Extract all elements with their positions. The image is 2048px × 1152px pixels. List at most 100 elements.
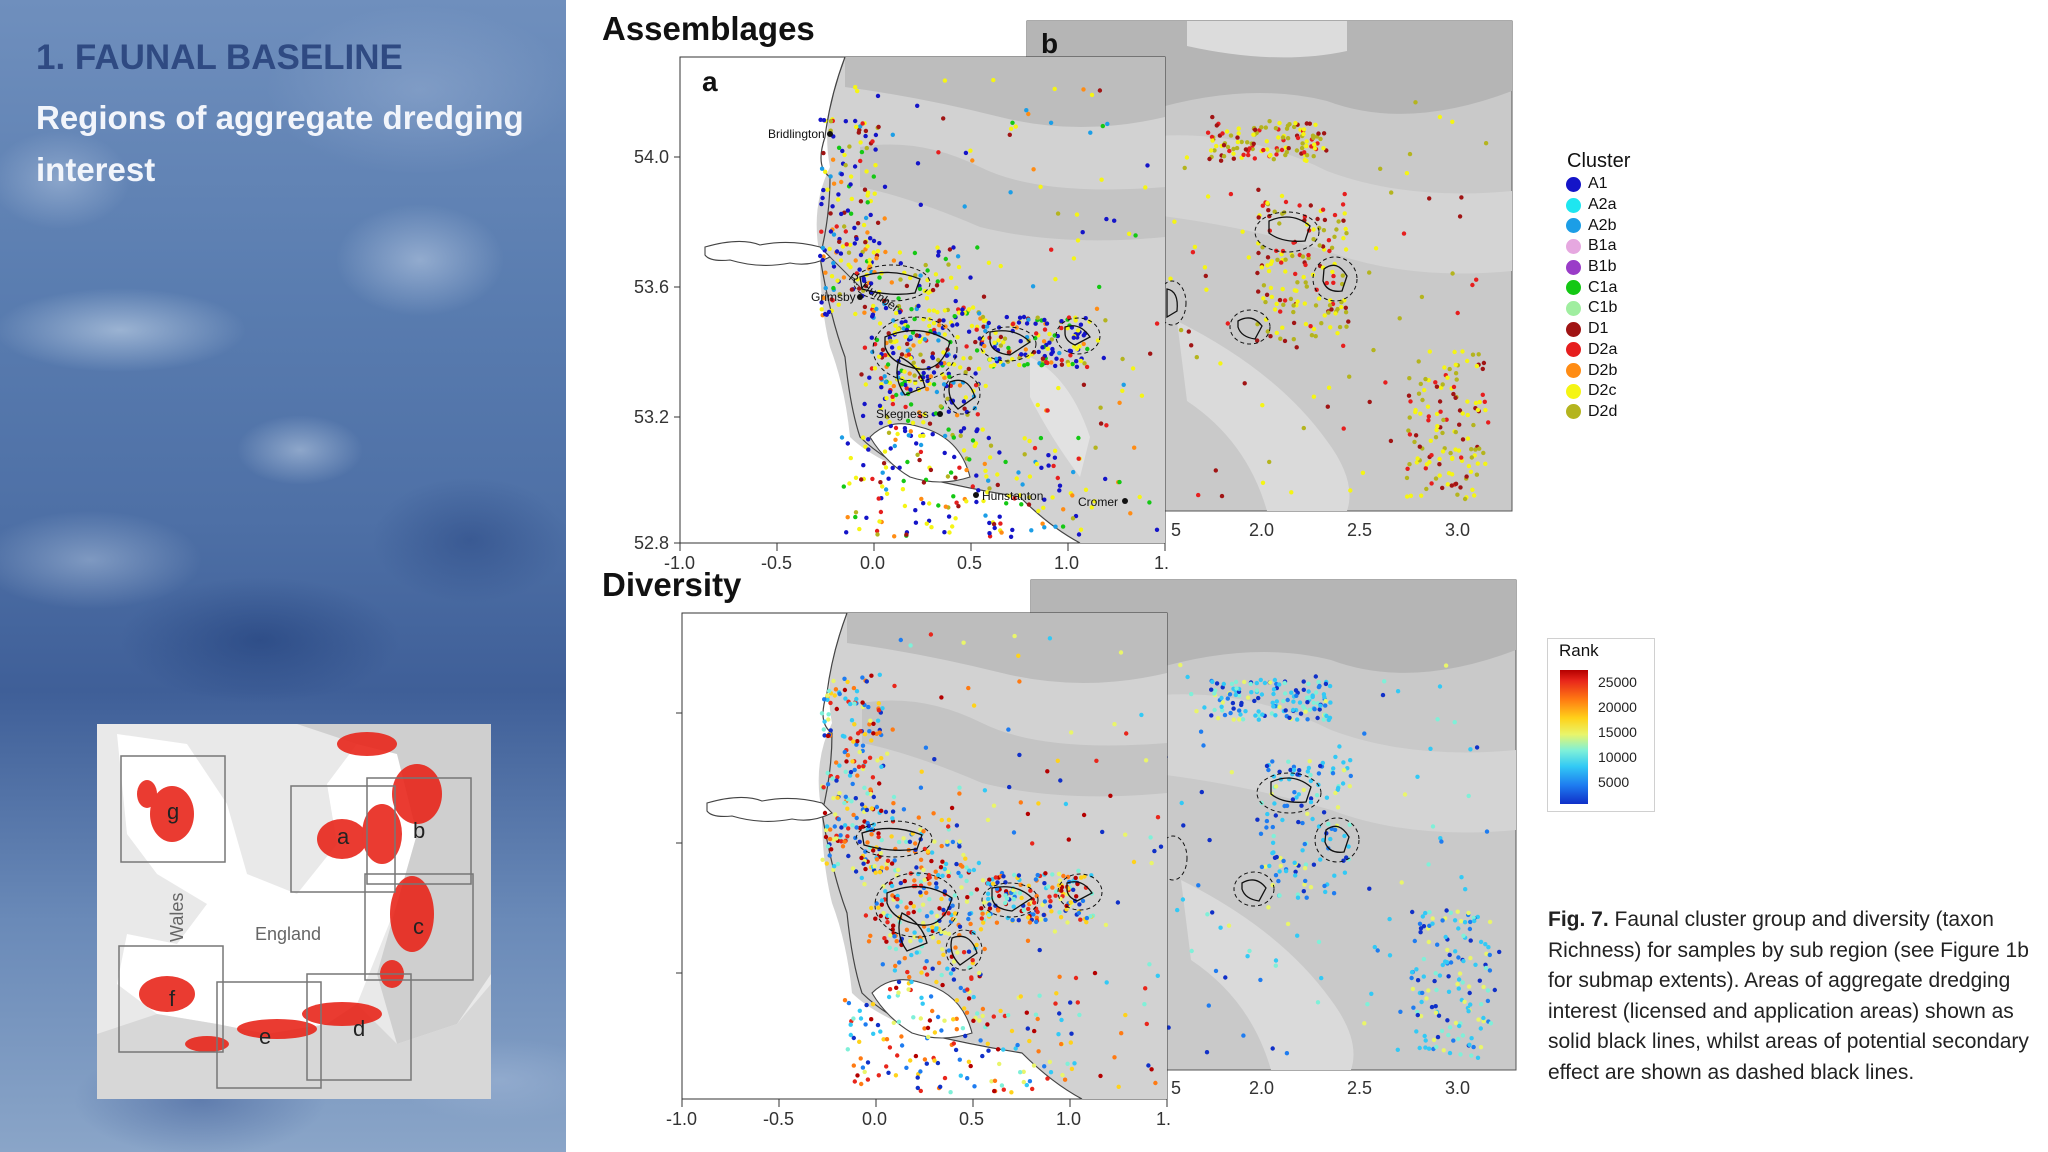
sample-point bbox=[1057, 488, 1062, 493]
sample-point bbox=[942, 361, 947, 366]
sample-point bbox=[1026, 906, 1031, 912]
sample-point bbox=[1282, 298, 1288, 303]
sample-point bbox=[1100, 123, 1105, 129]
sample-point bbox=[974, 348, 980, 353]
sample-point bbox=[1262, 680, 1268, 686]
sample-point bbox=[1050, 349, 1055, 355]
sample-point bbox=[1285, 697, 1290, 703]
sample-point bbox=[1243, 709, 1248, 714]
sample-point bbox=[858, 1056, 863, 1061]
sample-point bbox=[911, 343, 916, 348]
sample-point bbox=[1148, 351, 1153, 356]
sample-point bbox=[992, 1088, 997, 1094]
sample-point bbox=[917, 410, 922, 415]
sample-point bbox=[1256, 215, 1261, 220]
sample-point bbox=[992, 340, 997, 345]
sample-point bbox=[905, 418, 911, 423]
sample-point bbox=[1083, 316, 1088, 321]
sample-point bbox=[873, 132, 879, 138]
sample-point bbox=[875, 1022, 881, 1028]
sample-point bbox=[831, 181, 837, 186]
sample-point bbox=[882, 449, 888, 454]
sample-point bbox=[908, 643, 913, 648]
sample-point bbox=[1362, 1021, 1367, 1026]
sample-point bbox=[863, 240, 868, 245]
xtick-b-top-0: 5 bbox=[1171, 520, 1181, 540]
sample-point bbox=[1027, 495, 1032, 500]
sample-point bbox=[897, 960, 902, 965]
sample-point bbox=[1044, 359, 1049, 365]
sample-point bbox=[1078, 527, 1084, 532]
sample-point bbox=[1103, 922, 1109, 928]
sample-point bbox=[845, 208, 851, 213]
sample-point bbox=[1068, 1000, 1073, 1005]
sample-point bbox=[1033, 1012, 1039, 1017]
sample-point bbox=[819, 307, 824, 312]
sample-point bbox=[845, 679, 850, 685]
sample-point bbox=[958, 433, 963, 438]
sample-point bbox=[839, 839, 844, 844]
sample-point bbox=[828, 827, 833, 832]
sample-point bbox=[990, 881, 996, 886]
place-grimsby: Grimsby bbox=[811, 290, 856, 304]
sample-point bbox=[1214, 143, 1219, 149]
sample-point bbox=[1266, 208, 1271, 213]
sample-point bbox=[889, 280, 894, 285]
sample-point bbox=[826, 712, 831, 717]
sample-point bbox=[1210, 679, 1215, 684]
sample-point bbox=[968, 1063, 973, 1069]
map-a-diversity-svg: -1.0 -0.5 0.0 0.5 1.0 1. bbox=[666, 612, 1171, 1129]
sample-point bbox=[898, 637, 903, 643]
sample-point bbox=[1018, 994, 1023, 999]
sample-point bbox=[1277, 297, 1283, 303]
sample-point bbox=[981, 900, 987, 905]
sample-point bbox=[878, 1029, 883, 1034]
sample-point bbox=[911, 904, 916, 909]
sample-point bbox=[1322, 313, 1327, 318]
sample-point bbox=[1348, 773, 1353, 779]
sample-point bbox=[1303, 862, 1309, 867]
sample-point bbox=[860, 413, 866, 419]
sample-point bbox=[975, 427, 980, 432]
xtick-a-bot-0: -1.0 bbox=[666, 1109, 697, 1129]
sample-point bbox=[1337, 744, 1342, 749]
sample-point bbox=[977, 336, 982, 341]
sample-point bbox=[951, 1041, 956, 1046]
sample-point bbox=[1342, 191, 1347, 197]
sample-point bbox=[1426, 1046, 1432, 1051]
sample-point bbox=[1050, 872, 1055, 877]
sample-point bbox=[1304, 121, 1309, 126]
sample-point bbox=[896, 345, 902, 351]
sample-point bbox=[884, 491, 890, 496]
sample-point bbox=[1205, 912, 1210, 917]
sample-point bbox=[1473, 962, 1478, 967]
sample-point bbox=[1279, 147, 1285, 153]
sample-point bbox=[1019, 352, 1024, 357]
sample-point bbox=[958, 1073, 963, 1078]
sample-point bbox=[866, 704, 871, 710]
sample-point bbox=[856, 764, 862, 769]
xtick-a-bot-4: 1.0 bbox=[1056, 1109, 1081, 1129]
sample-point bbox=[1199, 789, 1204, 795]
sample-point bbox=[861, 764, 866, 769]
sample-point bbox=[1118, 650, 1124, 655]
sample-point bbox=[997, 893, 1002, 899]
sample-point bbox=[835, 197, 841, 202]
sample-point bbox=[963, 150, 969, 156]
sample-point bbox=[843, 163, 848, 168]
sample-point bbox=[1291, 303, 1296, 308]
sample-point bbox=[890, 927, 895, 932]
sample-point bbox=[916, 303, 921, 309]
sample-point bbox=[986, 320, 991, 326]
sample-point bbox=[859, 1081, 864, 1087]
sample-point bbox=[1414, 1029, 1419, 1034]
sample-point bbox=[834, 836, 839, 841]
sample-point bbox=[927, 323, 932, 329]
sample-point bbox=[1224, 129, 1230, 134]
sample-point bbox=[878, 851, 883, 856]
sample-point bbox=[1407, 376, 1412, 381]
sample-point bbox=[1433, 435, 1439, 440]
sample-point bbox=[1302, 150, 1307, 155]
sample-point bbox=[1309, 333, 1315, 338]
sample-point bbox=[828, 229, 834, 234]
